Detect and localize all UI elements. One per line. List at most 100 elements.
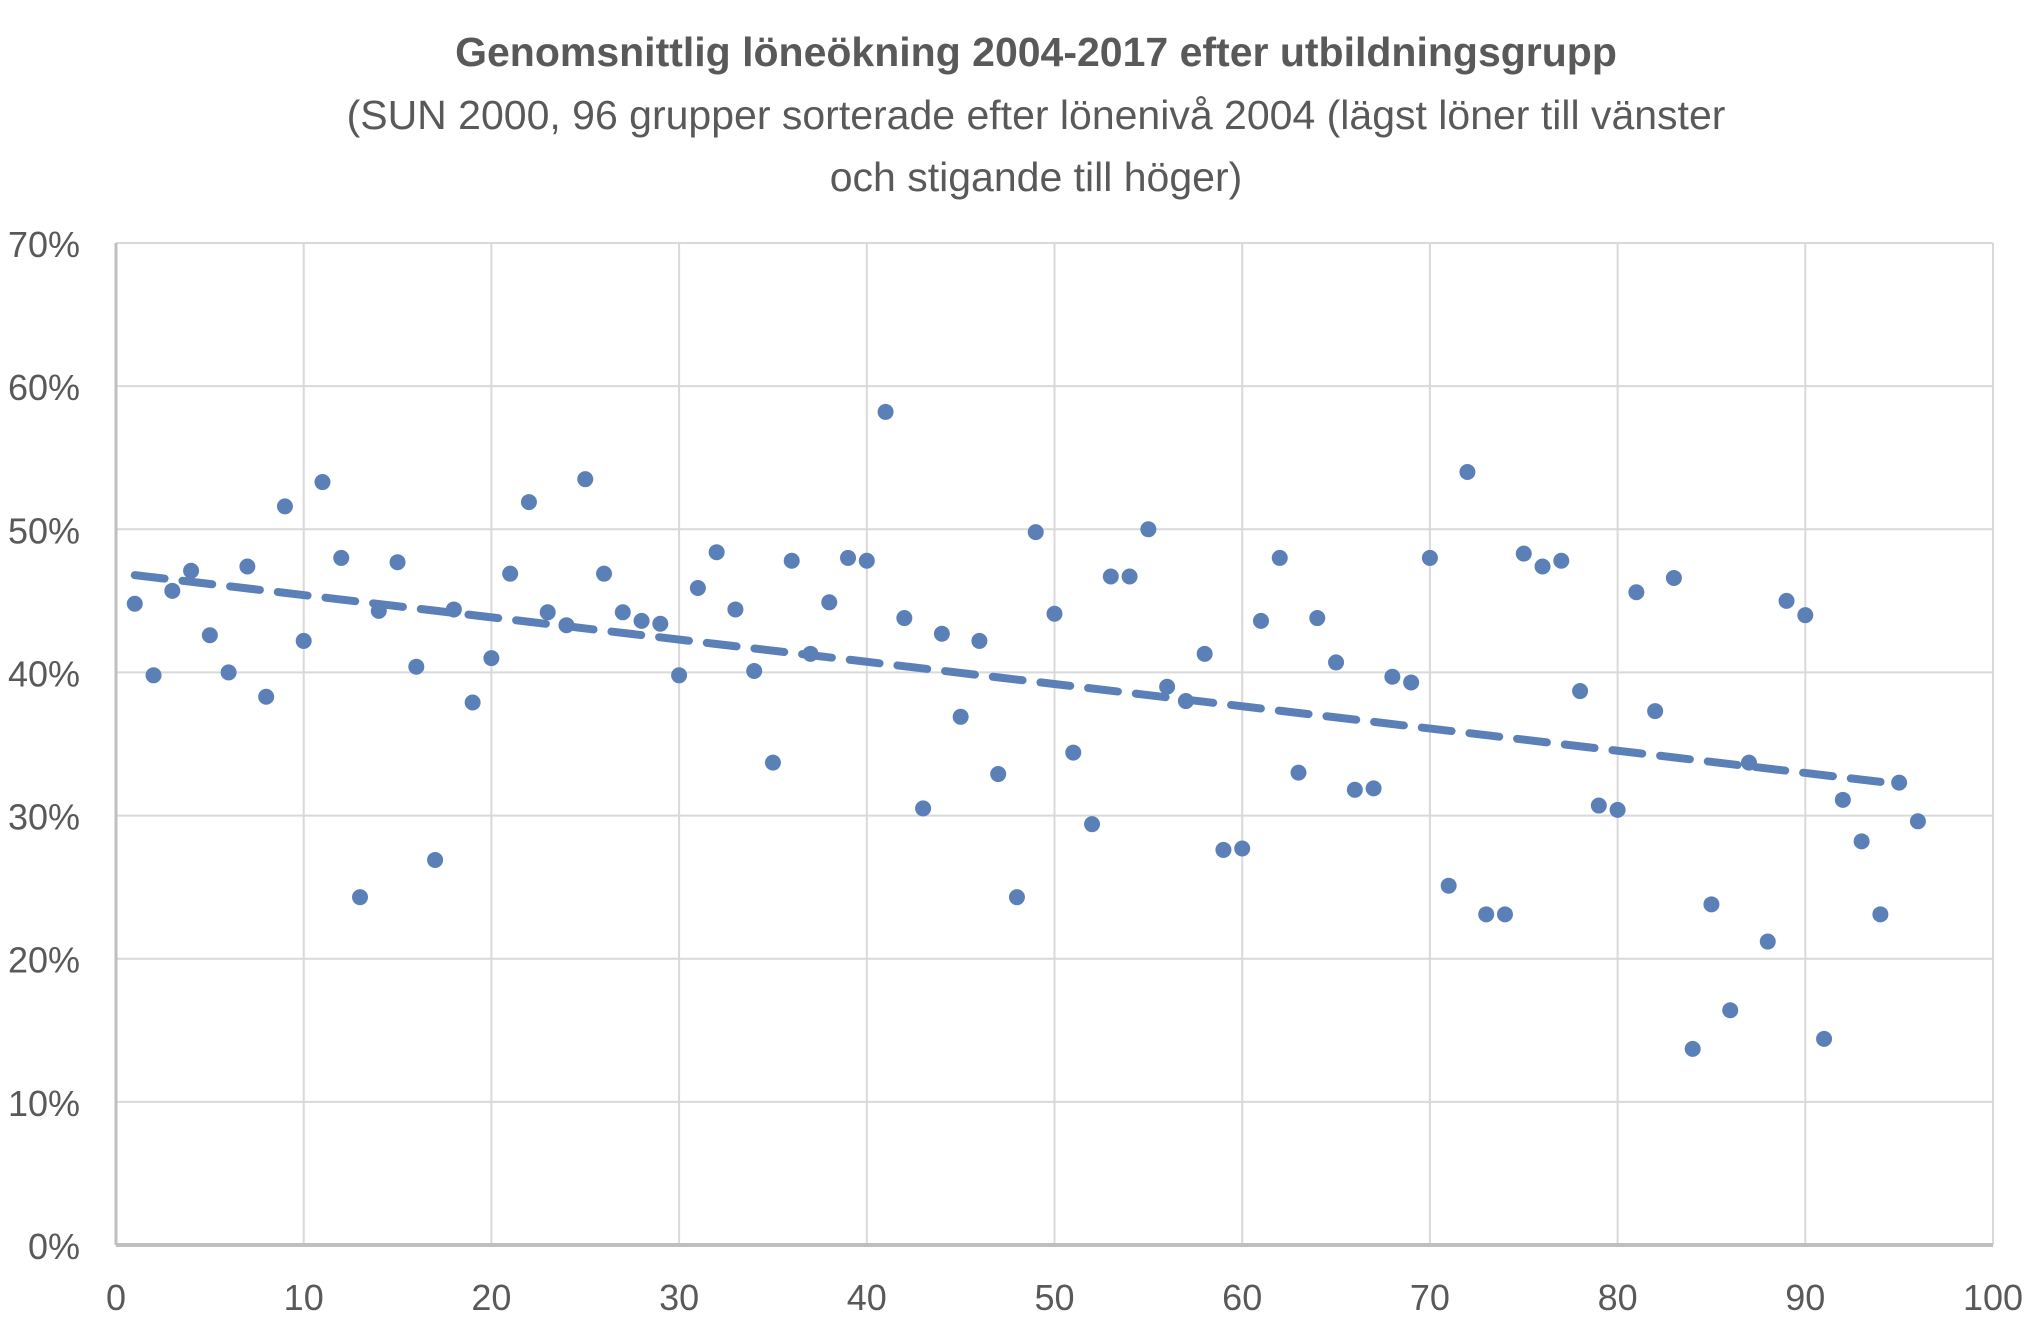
data-point	[1346, 781, 1363, 798]
data-point	[764, 754, 781, 771]
y-tick-label: 30%	[8, 797, 80, 838]
data-point	[1008, 889, 1025, 906]
data-point	[671, 667, 688, 684]
data-point	[1215, 841, 1232, 858]
trendline-group	[130, 571, 1904, 789]
data-point	[352, 889, 369, 906]
y-tick-label: 20%	[8, 940, 80, 981]
data-point	[1534, 558, 1551, 575]
data-point	[1553, 552, 1570, 569]
chart-title: Genomsnittlig löneökning 2004-2017 efter…	[455, 29, 1617, 75]
data-point	[971, 632, 988, 649]
data-point	[1722, 1002, 1739, 1019]
data-point	[1384, 668, 1401, 685]
data-point	[314, 474, 331, 491]
y-tick-label: 70%	[8, 224, 80, 265]
data-point	[1440, 877, 1457, 894]
data-point	[915, 800, 932, 817]
data-point	[1234, 840, 1251, 857]
x-tick-label: 100	[1963, 1277, 2023, 1318]
data-point	[1834, 791, 1851, 808]
trendline	[130, 571, 1904, 789]
data-point	[558, 617, 575, 634]
axes	[114, 243, 1993, 1247]
data-point	[370, 602, 387, 619]
data-point	[408, 658, 425, 675]
y-tick-label: 10%	[8, 1083, 80, 1124]
data-point	[1290, 764, 1307, 781]
data-point	[427, 851, 444, 868]
data-point	[1703, 896, 1720, 913]
data-point	[1159, 678, 1176, 695]
data-point	[1909, 813, 1926, 830]
data-point	[1102, 568, 1119, 585]
data-point	[652, 615, 669, 632]
data-point	[220, 664, 237, 681]
data-point	[1084, 816, 1101, 833]
data-point	[952, 708, 969, 725]
data-point	[1778, 592, 1795, 609]
data-point	[1252, 612, 1269, 629]
data-point	[201, 627, 218, 644]
data-point	[802, 645, 819, 662]
data-point	[333, 549, 350, 566]
data-point	[1572, 683, 1589, 700]
x-tick-label: 0	[106, 1277, 126, 1318]
data-point	[183, 562, 200, 579]
data-point	[295, 632, 312, 649]
data-point	[896, 610, 913, 627]
x-tick-label: 20	[471, 1277, 511, 1318]
data-point	[502, 565, 519, 582]
data-point	[877, 403, 894, 420]
data-point	[1309, 610, 1326, 627]
x-tick-label: 90	[1785, 1277, 1825, 1318]
data-point	[633, 612, 650, 629]
data-point	[1046, 605, 1063, 622]
data-point	[1740, 754, 1757, 771]
data-point	[126, 595, 143, 612]
data-point	[1271, 549, 1288, 566]
data-point	[1647, 703, 1664, 720]
data-point	[783, 552, 800, 569]
data-point	[145, 667, 162, 684]
data-point	[389, 554, 406, 571]
x-axis-ticks: 0 10 20 30 40 50 60 70 80 90 100	[106, 1277, 2023, 1318]
data-point	[1421, 549, 1438, 566]
y-tick-label: 60%	[8, 367, 80, 408]
data-point	[1121, 568, 1138, 585]
data-point	[1816, 1030, 1833, 1047]
data-point	[990, 766, 1007, 783]
gridlines	[116, 242, 1994, 1245]
x-tick-label: 50	[1034, 1277, 1074, 1318]
data-point	[1496, 906, 1513, 923]
data-point	[1140, 521, 1157, 538]
data-point	[1365, 780, 1382, 797]
data-point	[1459, 464, 1476, 481]
x-tick-label: 30	[659, 1277, 699, 1318]
data-point	[933, 625, 950, 642]
data-point	[1177, 693, 1194, 710]
data-point	[858, 552, 875, 569]
data-point	[596, 565, 613, 582]
data-point	[1590, 797, 1607, 814]
chart-subtitle-line-1: (SUN 2000, 96 grupper sorterade efter lö…	[347, 92, 1726, 138]
data-point	[1065, 744, 1082, 761]
y-tick-label: 40%	[8, 653, 80, 694]
data-point	[1515, 545, 1532, 562]
data-point	[1628, 584, 1645, 601]
data-point	[520, 494, 537, 511]
data-point	[840, 549, 857, 566]
data-point	[239, 558, 256, 575]
data-point	[1665, 569, 1682, 586]
y-axis-ticks: 0% 10% 20% 30% 40% 50% 60% 70%	[8, 224, 80, 1267]
data-point	[1027, 524, 1044, 541]
x-tick-label: 80	[1598, 1277, 1638, 1318]
data-point	[1403, 674, 1420, 691]
data-point	[577, 471, 594, 488]
data-point	[1196, 645, 1213, 662]
data-point	[1684, 1040, 1701, 1057]
data-point	[1891, 774, 1908, 791]
x-tick-label: 10	[284, 1277, 324, 1318]
data-point	[164, 582, 181, 599]
data-point	[483, 650, 500, 667]
